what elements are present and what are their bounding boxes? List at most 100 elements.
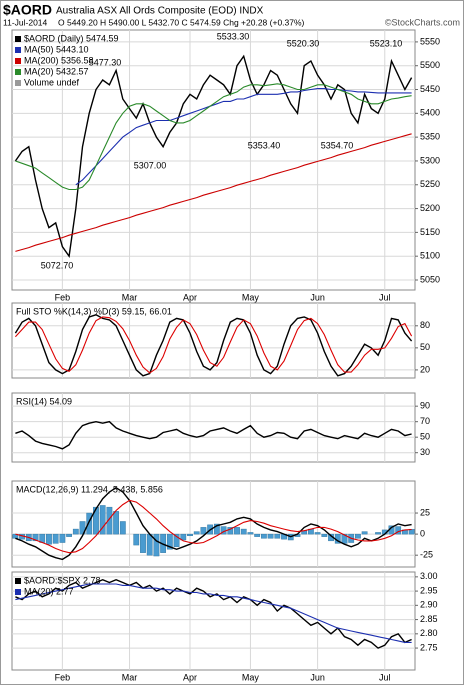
- histogram-bar: [321, 533, 328, 537]
- legend-entry: MA(20) 2.77: [24, 586, 74, 596]
- series-line: [75, 88, 412, 186]
- y-tick-label: 50: [420, 432, 430, 442]
- histogram-bar: [180, 533, 187, 541]
- histogram-bar: [99, 505, 106, 535]
- annotation: 5307.00: [134, 160, 167, 170]
- y-tick-label: 0: [420, 528, 425, 538]
- legend-entry: MA(20) 5432.57: [24, 66, 89, 76]
- x-tick-label: Apr: [183, 292, 197, 302]
- credit: ©StockCharts.com: [385, 17, 460, 27]
- histogram-bar: [187, 533, 193, 537]
- legend-swatch: [15, 58, 21, 64]
- panel: [11, 571, 416, 671]
- y-tick-label: 5350: [420, 132, 440, 142]
- histogram-bar: [200, 527, 207, 535]
- panel: [11, 29, 416, 291]
- legend-swatch: [15, 69, 21, 75]
- histogram-bar: [193, 531, 200, 535]
- y-tick-label: 5250: [420, 179, 440, 189]
- y-tick-label: 2.75: [420, 642, 438, 652]
- x-tick-label: Feb: [55, 672, 71, 682]
- y-tick-label: 2.95: [420, 585, 438, 595]
- annotation: 5477.30: [89, 57, 122, 67]
- histogram-bar: [408, 528, 415, 535]
- symbol: $AORD: [3, 2, 52, 18]
- y-tick-label: 2.85: [420, 614, 438, 624]
- histogram-bar: [66, 533, 72, 537]
- legend-entry: $AORD:$SPX 2.78: [24, 575, 101, 585]
- histogram-bar: [173, 533, 180, 547]
- histogram-bar: [267, 533, 274, 539]
- histogram-bar: [12, 533, 19, 539]
- legend-swatch: [15, 47, 21, 53]
- histogram-bar: [113, 511, 119, 535]
- x-tick-label: May: [242, 672, 260, 682]
- histogram-bar: [213, 523, 220, 535]
- histogram-bar: [32, 533, 39, 542]
- y-tick-label: 5150: [420, 227, 440, 237]
- series-line: [14, 54, 413, 259]
- annotation: 5533.30: [217, 31, 250, 41]
- y-tick-label: 20: [420, 364, 430, 374]
- legend-swatch: [15, 80, 21, 86]
- x-tick-label: Apr: [183, 672, 197, 682]
- histogram-bar: [361, 531, 368, 535]
- annotation: 5523.10: [370, 38, 403, 48]
- histogram-bar: [395, 526, 402, 535]
- title: Australia ASX All Ords Composite (EOD) I…: [56, 6, 264, 17]
- histogram-bar: [72, 528, 79, 535]
- histogram-bar: [119, 521, 126, 535]
- series-line: [15, 499, 412, 554]
- histogram-bar: [140, 533, 146, 553]
- x-tick-label: May: [242, 292, 260, 302]
- histogram-bar: [86, 512, 93, 535]
- histogram-bar: [52, 533, 59, 544]
- histogram-bar: [106, 506, 113, 535]
- y-tick-label: 90: [420, 401, 430, 411]
- legend-swatch: [15, 578, 21, 584]
- annotation: 5520.30: [287, 38, 320, 48]
- date: 11-Jul-2014: [3, 17, 48, 27]
- y-tick-label: 5550: [420, 36, 440, 46]
- legend-entry: MA(50) 5443.10: [24, 44, 89, 54]
- histogram-bar: [240, 528, 247, 535]
- x-tick-label: Feb: [55, 292, 71, 302]
- y-tick-label: 70: [420, 416, 430, 426]
- panel-title: Full STO %K(14,3) %D(3) 59.15, 66.01: [16, 306, 172, 316]
- quote: O 5449.20 H 5490.00 L 5432.70 C 5474.59 …: [58, 17, 305, 27]
- histogram-bar: [355, 533, 361, 539]
- series-line: [15, 133, 412, 252]
- series-line: [15, 578, 412, 649]
- histogram-bar: [375, 532, 381, 535]
- x-tick-label: Jun: [310, 292, 325, 302]
- y-tick-label: 5400: [420, 108, 440, 118]
- histogram-bar: [133, 533, 140, 546]
- legend-entry: Volume undef: [24, 77, 80, 87]
- histogram-bar: [314, 532, 321, 535]
- histogram-bar: [274, 533, 281, 539]
- y-tick-label: 2.90: [420, 600, 438, 610]
- panel: [11, 480, 416, 568]
- histogram-bar: [59, 533, 66, 543]
- histogram-bar: [341, 533, 348, 544]
- series-line: [15, 583, 412, 643]
- histogram-bar: [260, 533, 267, 539]
- legend-swatch: [15, 36, 21, 42]
- histogram-bar: [146, 533, 153, 556]
- x-tick-label: Jul: [379, 292, 391, 302]
- histogram-bar: [247, 532, 254, 535]
- histogram-bar: [254, 533, 261, 537]
- y-tick-label: 5500: [420, 60, 440, 70]
- series-line: [14, 316, 413, 374]
- panel-title: MACD(12,26,9) 11.294, 5.438, 5.856: [16, 484, 163, 494]
- x-tick-label: Mar: [122, 672, 138, 682]
- legend-swatch: [15, 589, 21, 595]
- histogram-bar: [46, 533, 52, 545]
- x-tick-label: Mar: [122, 292, 138, 302]
- panel: [11, 392, 416, 463]
- y-tick-label: 25: [420, 507, 430, 517]
- histogram-bar: [166, 533, 173, 550]
- legend-entry: MA(200) 5356.58: [24, 55, 94, 65]
- y-tick-label: 5200: [420, 203, 440, 213]
